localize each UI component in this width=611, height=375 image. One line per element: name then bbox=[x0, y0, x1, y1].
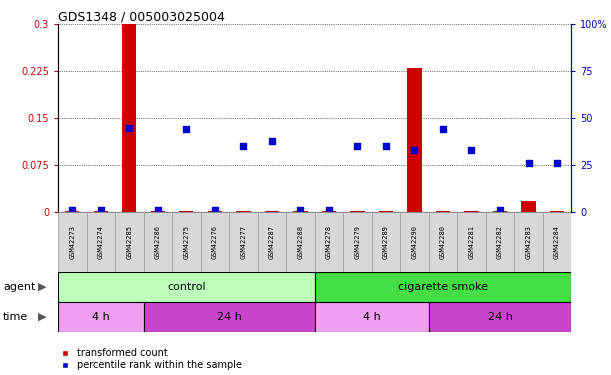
Bar bbox=[464, 211, 478, 212]
Bar bbox=[550, 211, 564, 212]
Text: 4 h: 4 h bbox=[92, 312, 110, 322]
Text: GSM42280: GSM42280 bbox=[440, 225, 446, 259]
Bar bbox=[457, 212, 486, 272]
Bar bbox=[144, 302, 315, 332]
Text: GSM42274: GSM42274 bbox=[98, 225, 104, 259]
Point bbox=[495, 207, 505, 213]
Bar bbox=[258, 212, 286, 272]
Point bbox=[324, 207, 334, 213]
Point bbox=[125, 124, 134, 130]
Point bbox=[524, 160, 533, 166]
Bar bbox=[514, 212, 543, 272]
Text: 24 h: 24 h bbox=[217, 312, 241, 322]
Text: 4 h: 4 h bbox=[363, 312, 381, 322]
Text: GSM42275: GSM42275 bbox=[183, 225, 189, 259]
Text: GSM42282: GSM42282 bbox=[497, 225, 503, 259]
Bar bbox=[265, 211, 279, 212]
Bar bbox=[200, 212, 229, 272]
Bar bbox=[543, 212, 571, 272]
Text: GSM42273: GSM42273 bbox=[69, 225, 75, 259]
Text: GSM42284: GSM42284 bbox=[554, 225, 560, 259]
Point bbox=[238, 143, 248, 149]
Bar bbox=[58, 302, 144, 332]
Text: GSM42289: GSM42289 bbox=[383, 225, 389, 259]
Bar bbox=[436, 211, 450, 212]
Bar bbox=[293, 211, 307, 212]
Bar bbox=[236, 211, 251, 212]
Bar bbox=[315, 302, 429, 332]
Bar bbox=[371, 212, 400, 272]
Text: GSM42279: GSM42279 bbox=[354, 225, 360, 259]
Text: GSM42287: GSM42287 bbox=[269, 225, 275, 259]
Point bbox=[353, 143, 362, 149]
Point bbox=[181, 126, 191, 132]
Bar bbox=[115, 212, 144, 272]
Bar bbox=[208, 211, 222, 212]
Bar bbox=[87, 212, 115, 272]
Bar bbox=[429, 212, 457, 272]
Bar bbox=[58, 272, 315, 302]
Bar bbox=[350, 211, 365, 212]
Text: GSM42281: GSM42281 bbox=[469, 225, 475, 259]
Point bbox=[438, 126, 448, 132]
Point bbox=[467, 147, 477, 153]
Bar bbox=[521, 201, 536, 212]
Bar bbox=[93, 211, 108, 212]
Text: GSM42286: GSM42286 bbox=[155, 225, 161, 259]
Text: cigarette smoke: cigarette smoke bbox=[398, 282, 488, 292]
Point bbox=[96, 207, 106, 213]
Text: GSM42285: GSM42285 bbox=[126, 225, 133, 259]
Point bbox=[210, 207, 220, 213]
Bar bbox=[144, 212, 172, 272]
Point bbox=[296, 207, 306, 213]
Bar bbox=[493, 211, 507, 212]
Text: control: control bbox=[167, 282, 206, 292]
Point bbox=[409, 147, 419, 153]
Bar bbox=[400, 212, 429, 272]
Bar bbox=[315, 272, 571, 302]
Legend: transformed count, percentile rank within the sample: transformed count, percentile rank withi… bbox=[60, 348, 243, 370]
Text: GSM42290: GSM42290 bbox=[411, 225, 417, 259]
Bar bbox=[343, 212, 371, 272]
Text: 24 h: 24 h bbox=[488, 312, 513, 322]
Point bbox=[267, 138, 277, 144]
Bar bbox=[179, 211, 194, 212]
Text: agent: agent bbox=[3, 282, 35, 292]
Text: time: time bbox=[3, 312, 28, 322]
Bar bbox=[65, 211, 79, 212]
Point bbox=[67, 207, 77, 213]
Text: GDS1348 / 005003025004: GDS1348 / 005003025004 bbox=[58, 10, 225, 23]
Point bbox=[552, 160, 562, 166]
Bar bbox=[172, 212, 200, 272]
Bar bbox=[322, 211, 336, 212]
Text: GSM42278: GSM42278 bbox=[326, 225, 332, 259]
Bar bbox=[429, 302, 571, 332]
Text: ▶: ▶ bbox=[38, 312, 46, 322]
Bar bbox=[486, 212, 514, 272]
Point bbox=[153, 207, 163, 213]
Text: GSM42277: GSM42277 bbox=[240, 225, 246, 259]
Bar bbox=[151, 211, 165, 212]
Text: GSM42288: GSM42288 bbox=[298, 225, 304, 259]
Text: ▶: ▶ bbox=[38, 282, 46, 292]
Bar bbox=[408, 68, 422, 212]
Bar bbox=[379, 211, 393, 212]
Point bbox=[381, 143, 391, 149]
Text: GSM42283: GSM42283 bbox=[525, 225, 532, 259]
Bar bbox=[122, 24, 136, 212]
Bar bbox=[58, 212, 87, 272]
Bar bbox=[315, 212, 343, 272]
Text: GSM42276: GSM42276 bbox=[212, 225, 218, 259]
Bar bbox=[229, 212, 258, 272]
Bar bbox=[286, 212, 315, 272]
